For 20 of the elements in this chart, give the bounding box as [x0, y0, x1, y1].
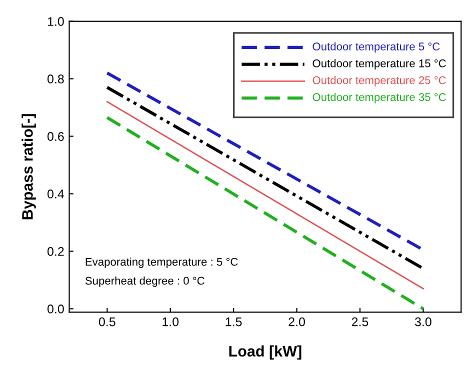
text: Outdoor temperature 5 °C [312, 42, 440, 53]
x-tick-label: 2.0 [288, 317, 305, 326]
y-tick-label: 0.8 [47, 74, 64, 84]
x-tick-label: 2.5 [352, 317, 368, 326]
x-tick-label: 1.5 [226, 318, 242, 326]
x-tick-label: 1.0 [162, 317, 179, 326]
text: Outdoor temperature 25 °C [312, 76, 446, 86]
text: Outdoor temperature 15 °C [312, 59, 446, 70]
x-axis-title: Load [kW] [229, 345, 302, 360]
x-tick-label: 3.0 [414, 317, 432, 326]
y-tick-label: 0.0 [47, 304, 64, 314]
y-tick-label: 0.6 [47, 132, 64, 141]
x-tick-label: 0.5 [98, 317, 116, 326]
text: Outdoor temperature 35 °C [312, 92, 446, 104]
y-tick-label: 0.4 [47, 190, 64, 198]
y-axis-title: Bypass ratio[-] [22, 114, 36, 220]
y-tick-label: 0.2 [47, 247, 64, 256]
y-tick-label: 1.0 [48, 17, 64, 26]
annotation: Superheat degree : 0 °C [85, 276, 204, 287]
annotation: Evaporating temperature : 5 °C [86, 258, 238, 268]
